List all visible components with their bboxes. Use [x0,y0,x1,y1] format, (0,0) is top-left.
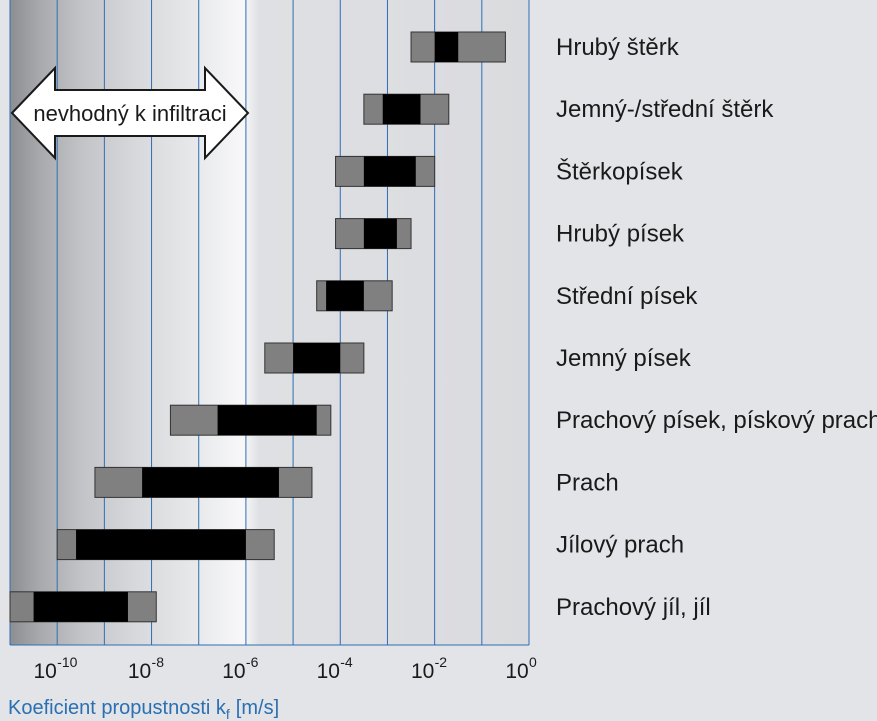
plot-area [9,0,530,646]
typical-range-bar [76,529,246,560]
tick-exponent: -8 [152,654,165,670]
typical-range-bar [326,280,364,311]
range-bars [9,31,506,623]
x-tick-labels: 10 -10 10 -8 10 -6 10 -4 10 -2 10 0 [34,654,537,683]
tick-exponent: -2 [435,654,448,670]
category-label: Jílový prach [556,532,684,559]
x-tick-label: 10 0 [505,654,537,683]
category-label: Hrubý písek [556,221,685,248]
x-axis-title-subscript: f [226,706,230,721]
tick-base: 10 [505,660,528,683]
category-labels: Hrubý štěrk Jemný-/střední štěrk Štěrkopís… [556,34,877,621]
x-axis-title-unit: [m/s] [236,697,279,719]
tick-base: 10 [128,660,151,683]
category-label: Hrubý štěrk [556,34,680,61]
category-label: Prachový jíl, jíl [556,594,711,621]
category-label: Střední písek [556,283,698,310]
typical-range-bar [434,32,459,62]
typical-range-bar [293,343,341,373]
infiltration-annotation: nevhodný k infiltraci [10,65,250,161]
x-tick-label: 10 -2 [411,654,447,683]
tick-exponent: -6 [246,654,259,670]
category-label: Jemný-/střední štěrk [556,96,774,123]
typical-range-bar [382,94,421,125]
tick-exponent: -4 [340,654,353,670]
typical-range-bar [217,405,317,436]
x-axis-title-main: Koeficient propustnosti k [8,697,227,719]
typical-range-bar [142,467,279,498]
x-tick-label: 10 -6 [222,654,258,683]
typical-range-bar [33,591,128,622]
typical-range-bar [363,218,397,249]
x-tick-label: 10 -8 [128,654,164,683]
category-label: Prach [556,469,619,496]
tick-exponent: -10 [57,654,77,670]
tick-base: 10 [411,660,434,683]
tick-base: 10 [34,660,57,683]
tick-exponent: 0 [529,654,537,670]
category-label: Jemný písek [556,345,692,372]
tick-base: 10 [222,660,245,683]
x-axis-title: Koeficient propustnosti kf [m/s] [8,697,279,721]
x-tick-label: 10 -4 [317,654,353,683]
x-tick-label: 10 -10 [34,654,78,683]
category-label: Štěrkopísek [556,157,684,185]
tick-base: 10 [317,660,340,683]
typical-range-bar [363,156,416,187]
double-arrow-shape [10,65,250,161]
annotation-text: nevhodný k infiltraci [33,101,226,126]
category-label: Prachový písek, pískový prach [556,407,877,434]
